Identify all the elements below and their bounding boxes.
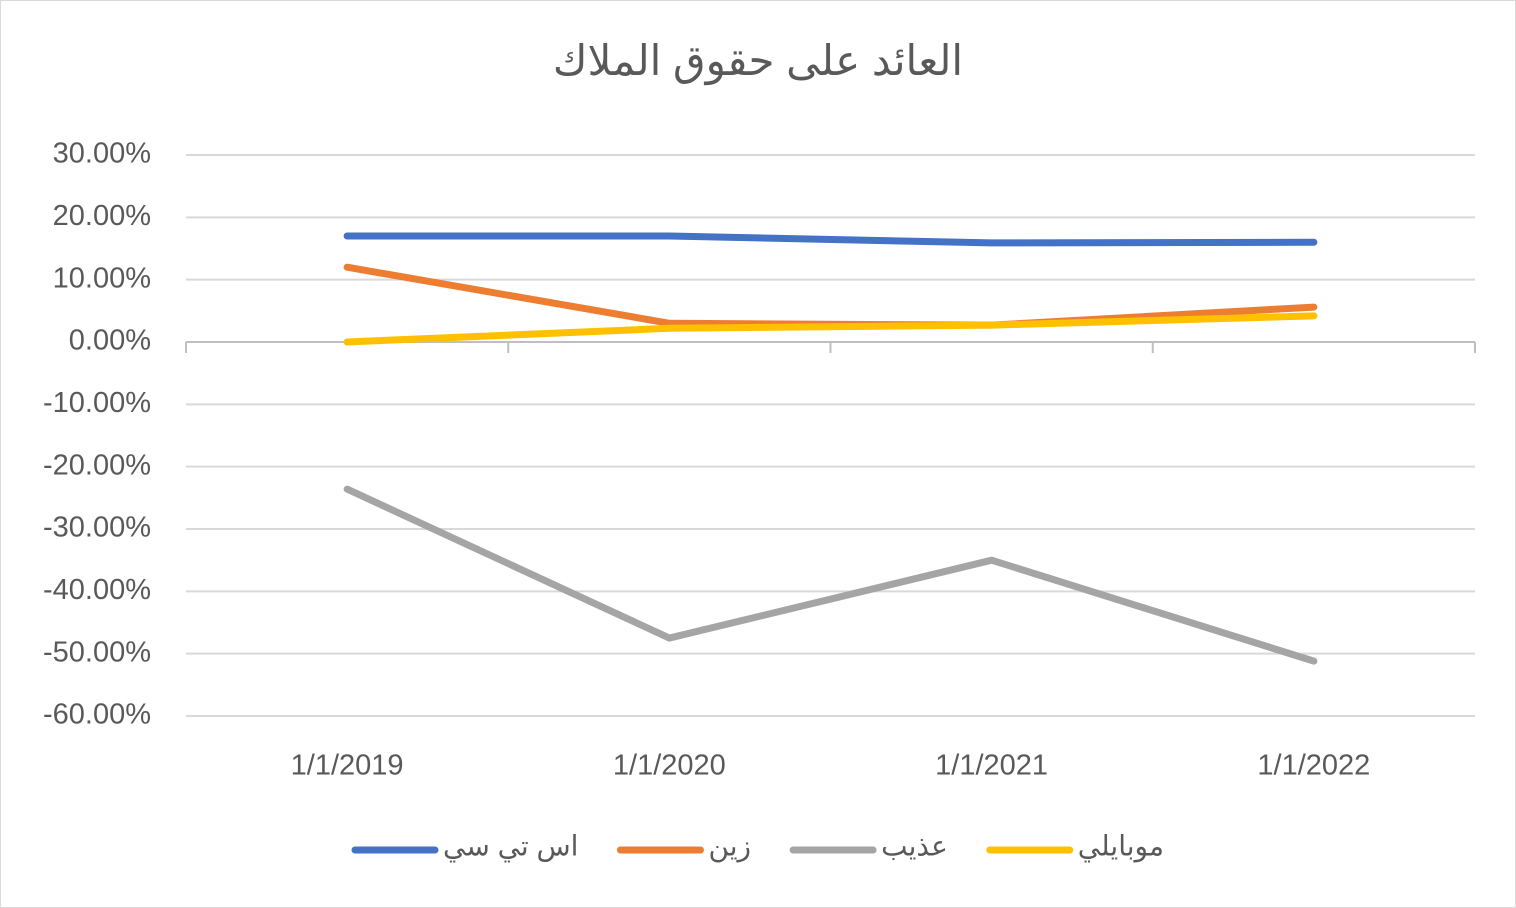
x-tick-label: 1/1/2021: [935, 750, 1048, 782]
y-tick-label: -60.00%: [43, 699, 151, 731]
y-tick-label: 30.00%: [53, 138, 151, 170]
legend-label: زين: [708, 830, 751, 862]
x-tick-label: 1/1/2020: [613, 750, 726, 782]
series-line: [343, 232, 1318, 247]
y-tick-label: -40.00%: [43, 574, 151, 606]
x-tick-label: 1/1/2022: [1257, 750, 1370, 782]
y-tick-label: -50.00%: [43, 636, 151, 668]
y-tick-label: -30.00%: [43, 512, 151, 544]
y-tick-label: 10.00%: [53, 262, 151, 294]
series-line: [343, 312, 1318, 346]
legend-label: موبايلي: [1078, 830, 1164, 862]
chart-title: العائد على حقوق الملاك: [553, 37, 963, 85]
y-tick-label: 20.00%: [53, 200, 151, 232]
y-tick-label: 0.00%: [69, 325, 151, 357]
series-line: [343, 485, 1318, 665]
legend-label: اس تي سي: [443, 830, 578, 862]
x-tick-label: 1/1/2019: [291, 750, 404, 782]
y-tick-label: -20.00%: [43, 449, 151, 481]
y-tick-label: -10.00%: [43, 387, 151, 419]
legend-label: عذيب: [881, 830, 948, 861]
